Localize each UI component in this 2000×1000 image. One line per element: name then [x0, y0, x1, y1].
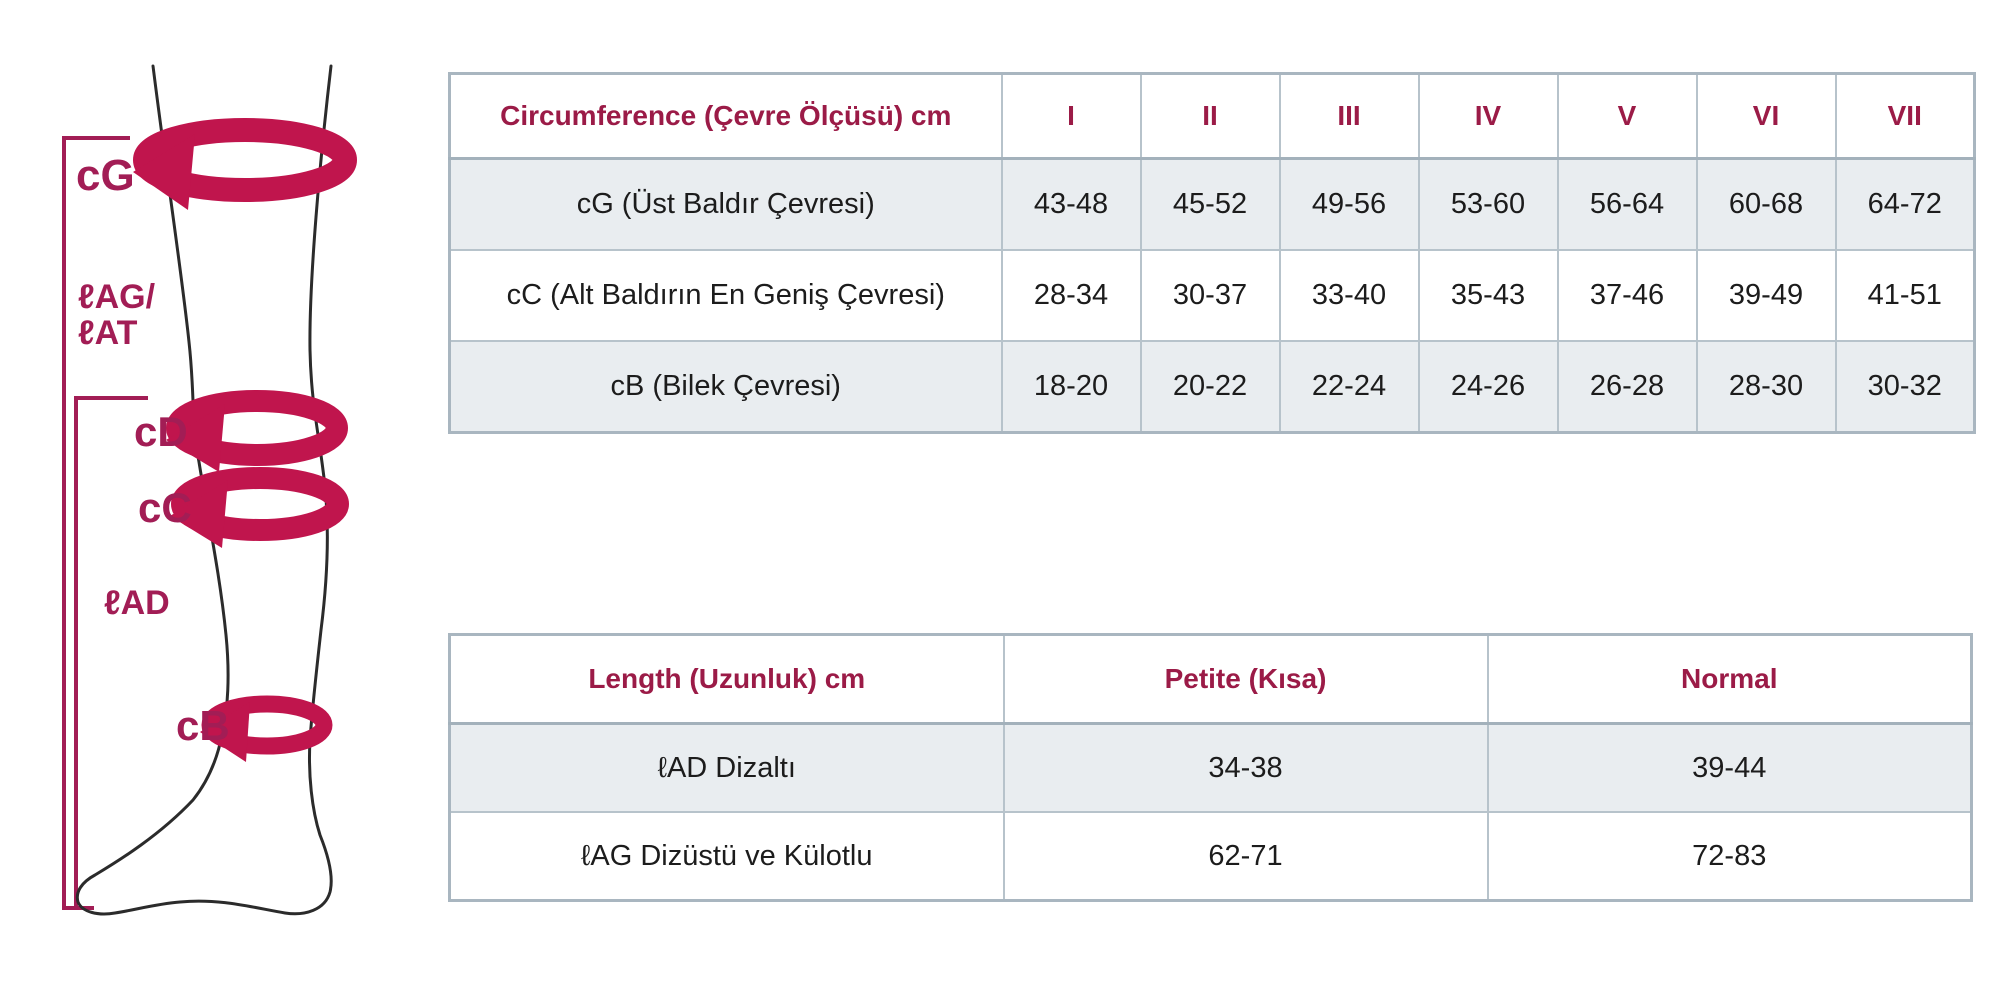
length-table: Length (Uzunluk) cm Petite (Kısa) Normal…	[448, 633, 1973, 902]
cd-arrowhead-icon	[166, 404, 225, 472]
row-label: cB (Bilek Çevresi)	[448, 340, 1003, 434]
length-cell: 72-83	[1486, 811, 1973, 902]
size-cell: 60-68	[1695, 157, 1837, 251]
row-label: cG (Üst Baldır Çevresi)	[448, 157, 1003, 251]
size-column-header-5: V	[1556, 72, 1698, 160]
size-cell: 45-52	[1139, 157, 1281, 251]
size-column-header-7: VII	[1834, 72, 1976, 160]
circumference-table: Circumference (Çevre Ölçüsü) cm I II III…	[448, 72, 1976, 434]
cb-band-icon	[201, 695, 333, 755]
cg-arrowhead-icon	[133, 134, 195, 210]
size-column-header-1: I	[1000, 72, 1142, 160]
length-bracket-outer	[62, 136, 130, 910]
length-cell: 62-71	[1002, 811, 1489, 902]
row-label: ℓAG Dizüstü ve Külotlu	[448, 811, 1005, 902]
size-cell: 33-40	[1278, 249, 1420, 342]
lat-label: ℓAT	[78, 314, 138, 352]
cc-row: cC (Alt Baldırın En Geniş Çevresi) 28-34…	[448, 249, 1976, 342]
size-cell: 41-51	[1834, 249, 1976, 342]
size-cell: 24-26	[1417, 340, 1559, 434]
row-label: cC (Alt Baldırın En Geniş Çevresi)	[448, 249, 1003, 342]
circumference-header-row: Circumference (Çevre Ölçüsü) cm I II III…	[448, 72, 1976, 160]
leg-measurement-diagram: cG ℓAG/ ℓAT cD cC ℓAD cB	[62, 64, 357, 916]
size-cell: 30-37	[1139, 249, 1281, 342]
size-cell: 39-49	[1695, 249, 1837, 342]
size-cell: 28-34	[1000, 249, 1142, 342]
size-cell: 26-28	[1556, 340, 1698, 434]
size-cell: 28-30	[1695, 340, 1837, 434]
row-label: ℓAD Dizaltı	[448, 722, 1005, 813]
cb-circumference-arrow	[200, 695, 333, 762]
size-cell: 53-60	[1417, 157, 1559, 251]
size-cell: 64-72	[1834, 157, 1976, 251]
length-bracket-inner	[74, 396, 148, 908]
lad-label: ℓAD	[104, 584, 170, 622]
cb-arrowhead-icon	[200, 702, 250, 762]
length-cell: 34-38	[1002, 722, 1489, 813]
size-cell: 37-46	[1556, 249, 1698, 342]
size-column-header-2: II	[1139, 72, 1281, 160]
cg-circumference-arrow	[133, 118, 357, 210]
size-column-header-6: VI	[1695, 72, 1837, 160]
cd-label: cD	[134, 408, 188, 455]
cd-band-icon	[166, 390, 348, 466]
size-column-header-4: IV	[1417, 72, 1559, 160]
cg-band-icon	[133, 118, 357, 202]
size-cell: 20-22	[1139, 340, 1281, 434]
cc-arrowhead-icon	[170, 480, 228, 548]
length-cell: 39-44	[1486, 722, 1973, 813]
size-cell: 30-32	[1834, 340, 1976, 434]
size-cell: 56-64	[1556, 157, 1698, 251]
leg-diagram-container: cG ℓAG/ ℓAT cD cC ℓAD cB	[20, 20, 380, 960]
cc-band-icon	[171, 467, 349, 541]
length-table-title: Length (Uzunluk) cm	[448, 633, 1005, 725]
lag-label: ℓAG/	[78, 278, 156, 316]
cg-label: cG	[76, 151, 135, 200]
length-header-row: Length (Uzunluk) cm Petite (Kısa) Normal	[448, 633, 1973, 725]
cg-row: cG (Üst Baldır Çevresi) 43-48 45-52 49-5…	[448, 157, 1976, 251]
cc-circumference-arrow	[170, 467, 349, 548]
circumference-table-title: Circumference (Çevre Ölçüsü) cm	[448, 72, 1003, 160]
cd-circumference-arrow	[166, 390, 348, 472]
normal-column-header: Normal	[1486, 633, 1973, 725]
size-cell: 43-48	[1000, 157, 1142, 251]
size-cell: 35-43	[1417, 249, 1559, 342]
cb-label: cB	[176, 702, 230, 749]
cb-row: cB (Bilek Çevresi) 18-20 20-22 22-24 24-…	[448, 340, 1976, 434]
size-column-header-3: III	[1278, 72, 1420, 160]
size-cell: 22-24	[1278, 340, 1420, 434]
size-cell: 18-20	[1000, 340, 1142, 434]
petite-column-header: Petite (Kısa)	[1002, 633, 1489, 725]
size-cell: 49-56	[1278, 157, 1420, 251]
lag-row: ℓAG Dizüstü ve Külotlu 62-71 72-83	[448, 811, 1973, 902]
cc-label: cC	[138, 484, 192, 531]
lad-row: ℓAD Dizaltı 34-38 39-44	[448, 722, 1973, 813]
